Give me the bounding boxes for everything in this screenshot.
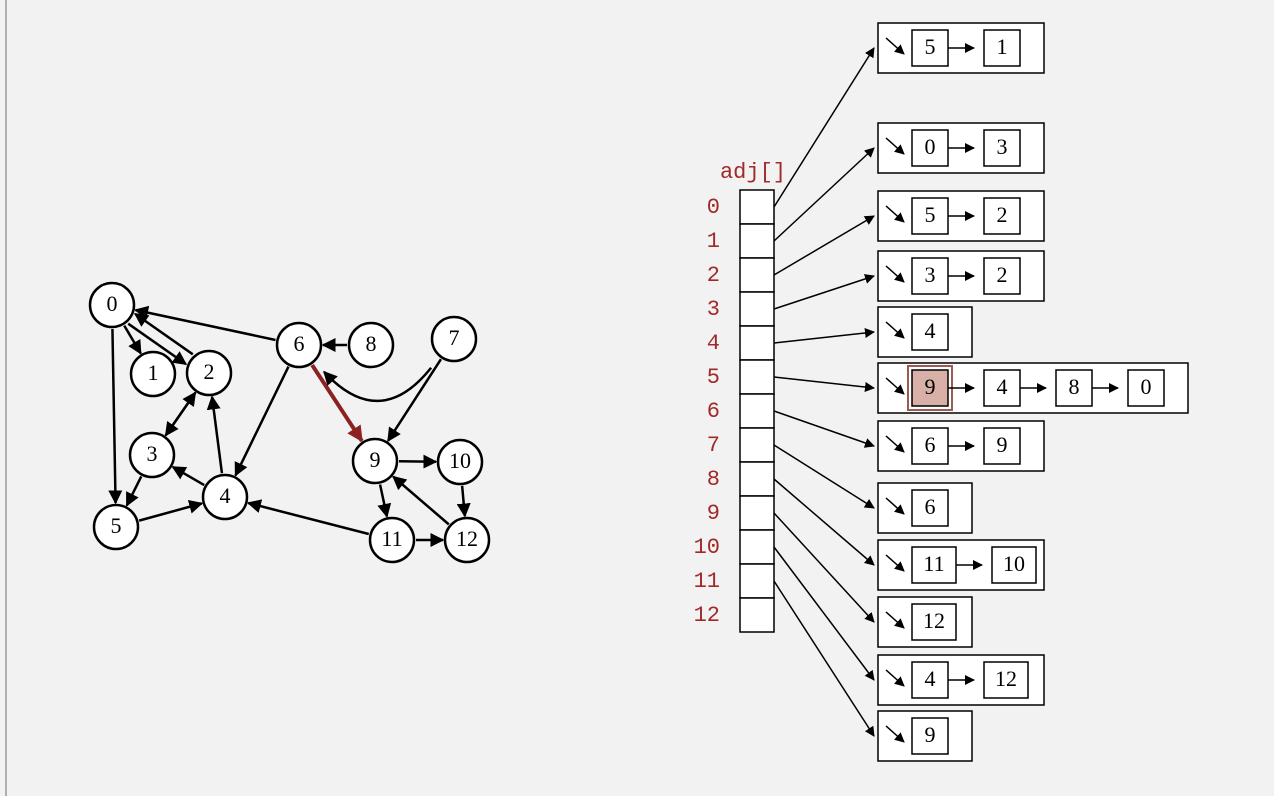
edge-11-4 bbox=[248, 503, 369, 534]
adj-item-label-8-0: 11 bbox=[923, 551, 944, 576]
edge-3-5 bbox=[127, 476, 142, 505]
graph-node-label-0: 0 bbox=[107, 291, 118, 316]
graph-node-label-5: 5 bbox=[111, 513, 122, 538]
edge-9-11 bbox=[380, 484, 387, 516]
adj-item-label-5-3: 0 bbox=[1141, 374, 1152, 399]
edge-3-2 bbox=[166, 393, 196, 436]
adj-array-cell-12 bbox=[740, 598, 774, 632]
adj-pointer-7 bbox=[774, 445, 874, 508]
adj-pointer-2 bbox=[774, 216, 874, 275]
graph-node-label-9: 9 bbox=[370, 447, 381, 472]
graph-node-label-1: 1 bbox=[148, 360, 159, 385]
adj-pointer-4 bbox=[774, 332, 874, 343]
adj-array-cell-5 bbox=[740, 360, 774, 394]
adj-item-label-5-2: 8 bbox=[1069, 374, 1080, 399]
graph-node-label-12: 12 bbox=[456, 526, 478, 551]
adj-index-1: 1 bbox=[707, 229, 720, 254]
adj-item-label-0-1: 1 bbox=[997, 34, 1008, 59]
adj-array-cell-1 bbox=[740, 224, 774, 258]
adj-array-cell-2 bbox=[740, 258, 774, 292]
adj-index-7: 7 bbox=[707, 433, 720, 458]
edge-4-3 bbox=[173, 467, 204, 485]
adj-index-9: 9 bbox=[707, 501, 720, 526]
graph-node-label-4: 4 bbox=[220, 483, 231, 508]
edge-0-5 bbox=[112, 329, 115, 503]
edge-6-9 bbox=[312, 365, 362, 441]
adj-item-label-10-0: 4 bbox=[925, 666, 936, 691]
adj-pointer-1 bbox=[774, 148, 874, 241]
edge-5-4 bbox=[139, 503, 202, 520]
diagram-canvas: 0123456789101112adj[]0123456789101112510… bbox=[0, 0, 1274, 796]
graph-node-label-7: 7 bbox=[449, 325, 460, 350]
edge-6-4 bbox=[236, 367, 289, 476]
adj-index-4: 4 bbox=[707, 331, 720, 356]
adj-pointer-5 bbox=[774, 377, 874, 388]
adj-array-cell-8 bbox=[740, 462, 774, 496]
graph-node-label-3: 3 bbox=[147, 441, 158, 466]
adj-item-label-1-1: 3 bbox=[997, 134, 1008, 159]
graph-node-label-2: 2 bbox=[204, 359, 215, 384]
adj-index-6: 6 bbox=[707, 399, 720, 424]
adj-array-cell-9 bbox=[740, 496, 774, 530]
adj-item-label-3-0: 3 bbox=[925, 262, 936, 287]
adj-item-label-2-1: 2 bbox=[997, 202, 1008, 227]
adj-item-label-2-0: 5 bbox=[925, 202, 936, 227]
graph-node-label-8: 8 bbox=[366, 331, 377, 356]
adj-pointer-0 bbox=[774, 48, 874, 207]
adj-index-11: 11 bbox=[694, 569, 720, 594]
adj-item-label-7-0: 6 bbox=[925, 494, 936, 519]
adj-item-label-5-0: 9 bbox=[925, 374, 936, 399]
graph-node-label-10: 10 bbox=[449, 448, 471, 473]
adj-array-cell-0 bbox=[740, 190, 774, 224]
edge-12-9 bbox=[393, 477, 449, 525]
adj-array-cell-10 bbox=[740, 530, 774, 564]
adj-pointer-6 bbox=[774, 411, 874, 446]
adj-array-cell-6 bbox=[740, 394, 774, 428]
adj-item-label-10-1: 12 bbox=[995, 666, 1017, 691]
adj-pointer-8 bbox=[774, 479, 874, 565]
adj-array-cell-3 bbox=[740, 292, 774, 326]
adj-item-label-0-0: 5 bbox=[925, 34, 936, 59]
edge-10-12 bbox=[462, 486, 465, 516]
adj-pointer-11 bbox=[774, 581, 874, 736]
adj-title: adj[] bbox=[720, 160, 786, 185]
adj-index-12: 12 bbox=[694, 603, 720, 628]
adj-index-8: 8 bbox=[707, 467, 720, 492]
adj-array-cell-7 bbox=[740, 428, 774, 462]
adj-item-label-11-0: 9 bbox=[925, 722, 936, 747]
adj-item-label-8-1: 10 bbox=[1003, 551, 1025, 576]
adj-array-cell-11 bbox=[740, 564, 774, 598]
adj-index-0: 0 bbox=[707, 195, 720, 220]
adj-item-label-4-0: 4 bbox=[925, 318, 936, 343]
edge-6-0 bbox=[135, 310, 275, 340]
adj-index-10: 10 bbox=[694, 535, 720, 560]
graph-node-label-6: 6 bbox=[294, 331, 305, 356]
adj-item-label-5-1: 4 bbox=[997, 374, 1008, 399]
edge-4-2 bbox=[212, 397, 222, 473]
edge-7-6 bbox=[324, 368, 431, 401]
adj-pointer-3 bbox=[774, 276, 874, 309]
graph-node-label-11: 11 bbox=[381, 526, 402, 551]
adj-item-label-6-1: 9 bbox=[997, 432, 1008, 457]
edge-7-9 bbox=[388, 359, 441, 441]
adj-item-label-6-0: 6 bbox=[925, 432, 936, 457]
adj-index-3: 3 bbox=[707, 297, 720, 322]
adj-index-5: 5 bbox=[707, 365, 720, 390]
adj-item-label-1-0: 0 bbox=[925, 134, 936, 159]
adj-item-label-3-1: 2 bbox=[997, 262, 1008, 287]
adj-item-label-9-0: 12 bbox=[923, 608, 945, 633]
adj-array-cell-4 bbox=[740, 326, 774, 360]
adj-index-2: 2 bbox=[707, 263, 720, 288]
